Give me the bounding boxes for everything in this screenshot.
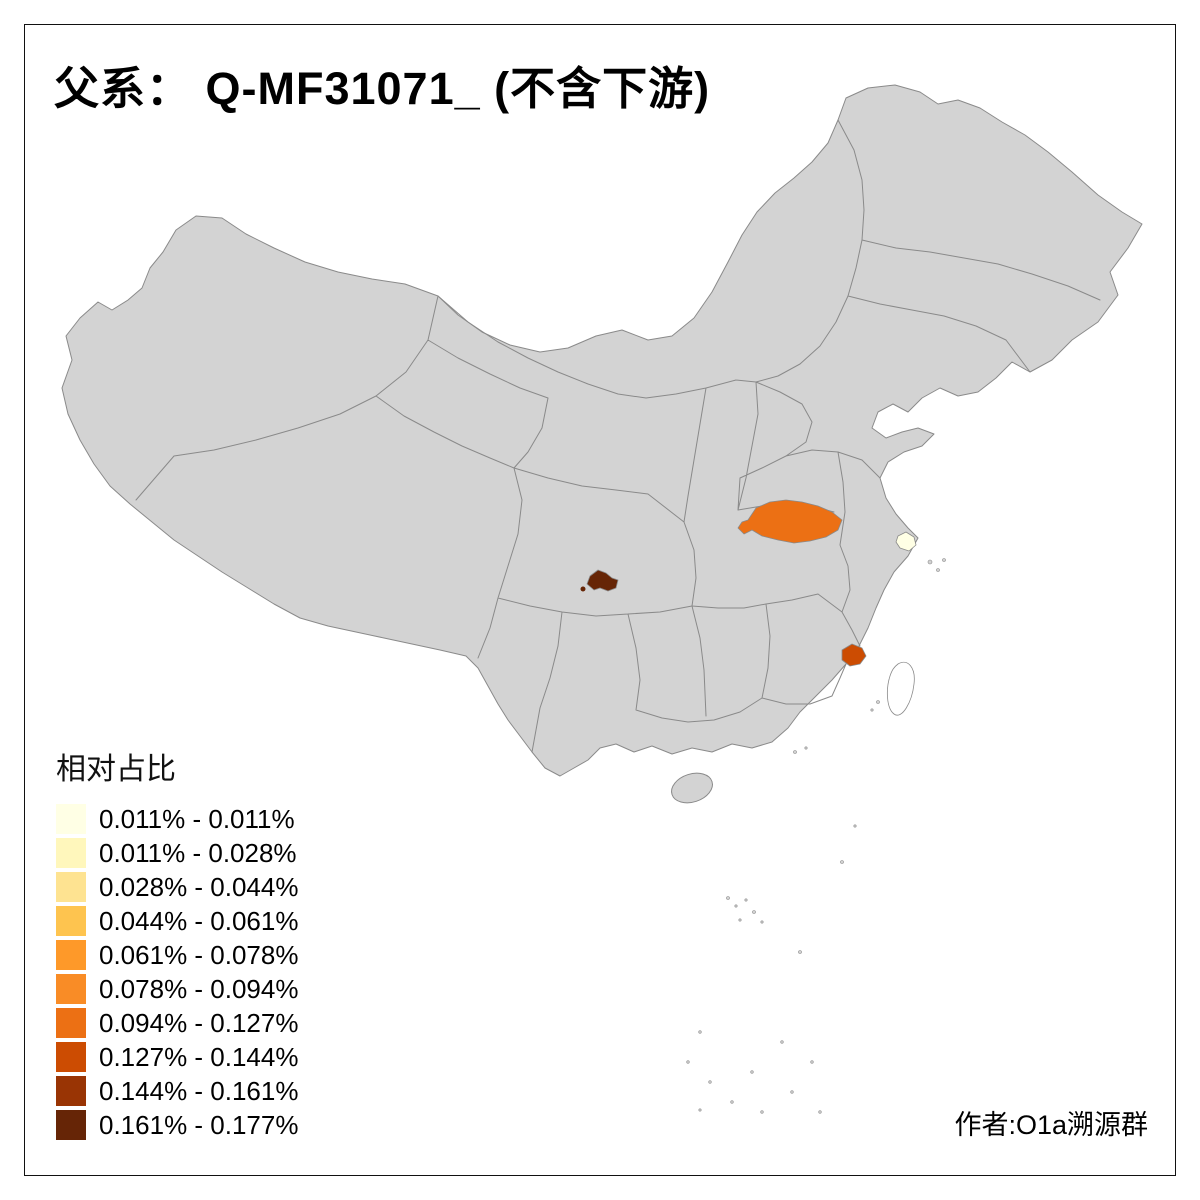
legend-item: 0.078% - 0.094% <box>56 974 298 1004</box>
legend-item: 0.127% - 0.144% <box>56 1042 298 1072</box>
legend-title: 相对占比 <box>56 753 176 786</box>
island-speck <box>698 1108 702 1112</box>
island-speck <box>876 700 880 704</box>
legend-label: 0.094% - 0.127% <box>99 1007 299 1038</box>
legend-swatch <box>56 974 86 1004</box>
legend-item: 0.061% - 0.078% <box>56 940 298 970</box>
legend-label: 0.061% - 0.078% <box>99 939 299 970</box>
island-speck <box>942 558 946 562</box>
legend-item: 0.044% - 0.061% <box>56 906 298 936</box>
island-speck <box>750 1070 754 1074</box>
legend-label: 0.144% - 0.161% <box>99 1075 299 1106</box>
mainland-outline <box>61 84 1143 777</box>
map-title: 父系： Q-MF31071_ (不含下游) <box>54 63 711 114</box>
legend-swatch <box>56 804 86 834</box>
attribution: 作者:O1a溯源群 <box>954 1110 1148 1140</box>
island-speck <box>798 950 802 954</box>
island-speck <box>936 568 940 572</box>
legend-item: 0.161% - 0.177% <box>56 1110 298 1140</box>
island-speck <box>793 750 797 754</box>
island-speck <box>708 1080 712 1084</box>
island-speck <box>752 910 756 914</box>
island-speck <box>738 918 742 922</box>
legend: 相对占比 0.011% - 0.011% 0.011% - 0.028% 0.0… <box>56 744 298 1144</box>
island-speck <box>780 1040 784 1044</box>
map-layers <box>61 84 1143 1114</box>
legend-swatch <box>56 838 86 868</box>
legend-label: 0.011% - 0.011% <box>99 803 295 834</box>
island-speck <box>810 1060 814 1064</box>
island-speck <box>744 898 748 902</box>
island-speck <box>760 920 764 924</box>
legend-item: 0.011% - 0.028% <box>56 838 298 868</box>
island-speck <box>686 1060 690 1064</box>
legend-item: 0.011% - 0.011% <box>56 804 298 834</box>
island-speck <box>698 1030 702 1034</box>
legend-swatch <box>56 1076 86 1106</box>
island-speck <box>853 824 857 828</box>
island-speck <box>760 1110 764 1114</box>
taiwan-island <box>886 661 915 716</box>
region-southeast-coast <box>841 643 867 667</box>
legend-item: 0.028% - 0.044% <box>56 872 298 902</box>
legend-label: 0.028% - 0.044% <box>99 871 299 902</box>
island-speck <box>804 746 808 750</box>
legend-swatch <box>56 1110 86 1140</box>
island-speck <box>870 708 874 712</box>
island-speck <box>734 904 738 908</box>
island-speck <box>818 1110 822 1114</box>
legend-label: 0.161% - 0.177% <box>99 1109 299 1140</box>
legend-swatch <box>56 1042 86 1072</box>
region-central-china <box>737 499 843 544</box>
legend-swatch <box>56 872 86 902</box>
legend-label: 0.078% - 0.094% <box>99 973 299 1004</box>
island-speck <box>840 860 844 864</box>
legend-label: 0.127% - 0.144% <box>99 1041 299 1072</box>
legend-swatch <box>56 1008 86 1038</box>
island-speck <box>790 1090 794 1094</box>
legend-swatch <box>56 906 86 936</box>
sea-islets <box>686 558 946 1114</box>
region-sichuan-basin <box>586 569 619 592</box>
island-speck <box>726 896 730 900</box>
region-sichuan-basin-speck <box>580 586 586 592</box>
legend-item: 0.094% - 0.127% <box>56 1008 298 1038</box>
island-speck <box>730 1100 734 1104</box>
legend-swatch <box>56 940 86 970</box>
region-yangtze-delta <box>895 531 917 552</box>
legend-item: 0.144% - 0.161% <box>56 1076 298 1106</box>
island-speck <box>927 559 933 565</box>
legend-label: 0.044% - 0.061% <box>99 905 299 936</box>
hainan-island <box>671 772 713 804</box>
legend-label: 0.011% - 0.028% <box>99 837 297 868</box>
